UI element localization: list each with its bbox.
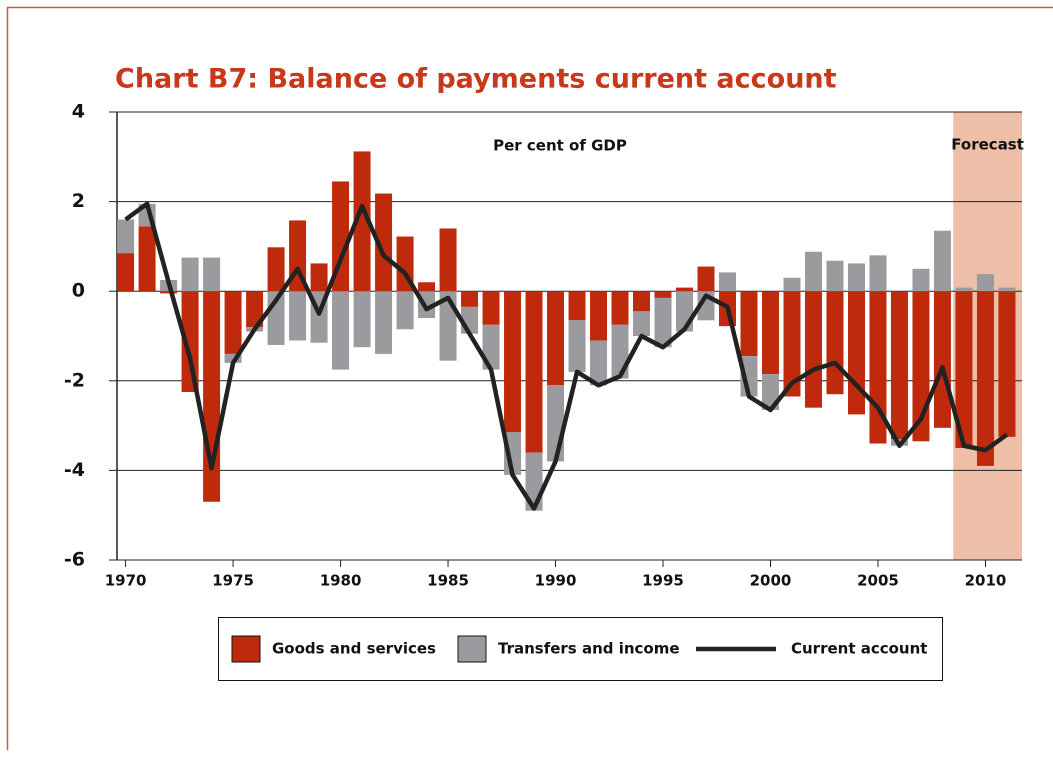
subtitle: Per cent of GDP — [493, 137, 627, 155]
bar — [912, 268, 930, 292]
bar — [933, 291, 951, 428]
line — [124, 201, 1009, 511]
y-tick-label: 4 — [72, 101, 85, 123]
bar — [633, 291, 651, 312]
x-tick-label: 1970 — [105, 572, 147, 590]
bar — [783, 291, 801, 397]
bar — [568, 320, 586, 372]
bar — [332, 181, 350, 292]
bar — [976, 274, 994, 292]
bar — [847, 263, 865, 292]
bar — [246, 291, 264, 328]
y-tick-label: 0 — [72, 280, 85, 302]
legend-swatch — [231, 635, 261, 663]
bar — [289, 291, 307, 341]
x-tick-label: 2000 — [750, 572, 792, 590]
bar — [783, 277, 801, 292]
bar — [525, 291, 543, 453]
bar — [804, 291, 822, 408]
forecast-label: Forecast — [951, 136, 1024, 154]
bar — [804, 251, 822, 292]
bar — [697, 266, 715, 292]
bar — [160, 291, 178, 294]
plot — [109, 111, 1022, 567]
bar — [718, 272, 736, 292]
bar — [761, 291, 779, 375]
bar — [203, 257, 221, 292]
x-tick-label: 1995 — [642, 572, 684, 590]
bar — [761, 374, 779, 410]
legend-swatch — [457, 635, 487, 663]
y-tick-label: 2 — [72, 190, 85, 212]
x-tick-label: 1990 — [535, 572, 577, 590]
bar — [998, 291, 1016, 437]
bar — [117, 253, 135, 292]
bar — [439, 228, 457, 292]
bar — [224, 291, 242, 354]
bar — [890, 291, 908, 440]
bar — [267, 247, 285, 292]
legend-label: Goods and services — [272, 640, 436, 658]
bar — [224, 353, 242, 363]
bar — [826, 260, 844, 292]
bar — [332, 291, 350, 370]
bar — [181, 291, 199, 392]
bar — [633, 311, 651, 336]
bar — [611, 291, 629, 325]
bar — [611, 324, 629, 379]
x-tick-label: 2010 — [965, 572, 1007, 590]
bar — [869, 255, 887, 292]
legend-label: Current account — [791, 640, 927, 658]
bar — [353, 151, 371, 292]
bar — [676, 287, 694, 292]
legend — [218, 617, 943, 681]
bar — [482, 291, 500, 325]
bar — [998, 287, 1016, 292]
bar — [117, 219, 135, 254]
x-tick-label: 1985 — [427, 572, 469, 590]
bar — [955, 287, 973, 292]
bar — [138, 226, 156, 292]
legend-label: Transfers and income — [498, 640, 680, 658]
x-tick-label: 2005 — [857, 572, 899, 590]
bar — [955, 291, 973, 448]
bar — [396, 291, 414, 330]
bar — [826, 291, 844, 395]
chart-title: Chart B7: Balance of payments current ac… — [115, 64, 837, 95]
bar — [590, 291, 608, 341]
bar — [568, 291, 586, 321]
x-tick-label: 1975 — [212, 572, 254, 590]
bar — [976, 291, 994, 466]
bar — [353, 291, 371, 348]
bar — [310, 263, 328, 292]
bar — [590, 340, 608, 386]
bar — [461, 291, 479, 307]
bar — [418, 282, 436, 292]
bar — [847, 291, 865, 415]
bar — [181, 257, 199, 292]
bar — [654, 297, 672, 348]
bar — [504, 291, 522, 433]
bar — [933, 230, 951, 292]
bar — [654, 291, 672, 298]
y-tick-label: -6 — [64, 549, 85, 571]
bar — [740, 291, 758, 357]
x-tick-label: 1980 — [320, 572, 362, 590]
y-tick-label: -2 — [64, 369, 85, 391]
bar — [375, 291, 393, 354]
bar — [547, 291, 565, 386]
y-tick-label: -4 — [64, 459, 85, 481]
bar — [375, 193, 393, 292]
bar — [547, 385, 565, 462]
